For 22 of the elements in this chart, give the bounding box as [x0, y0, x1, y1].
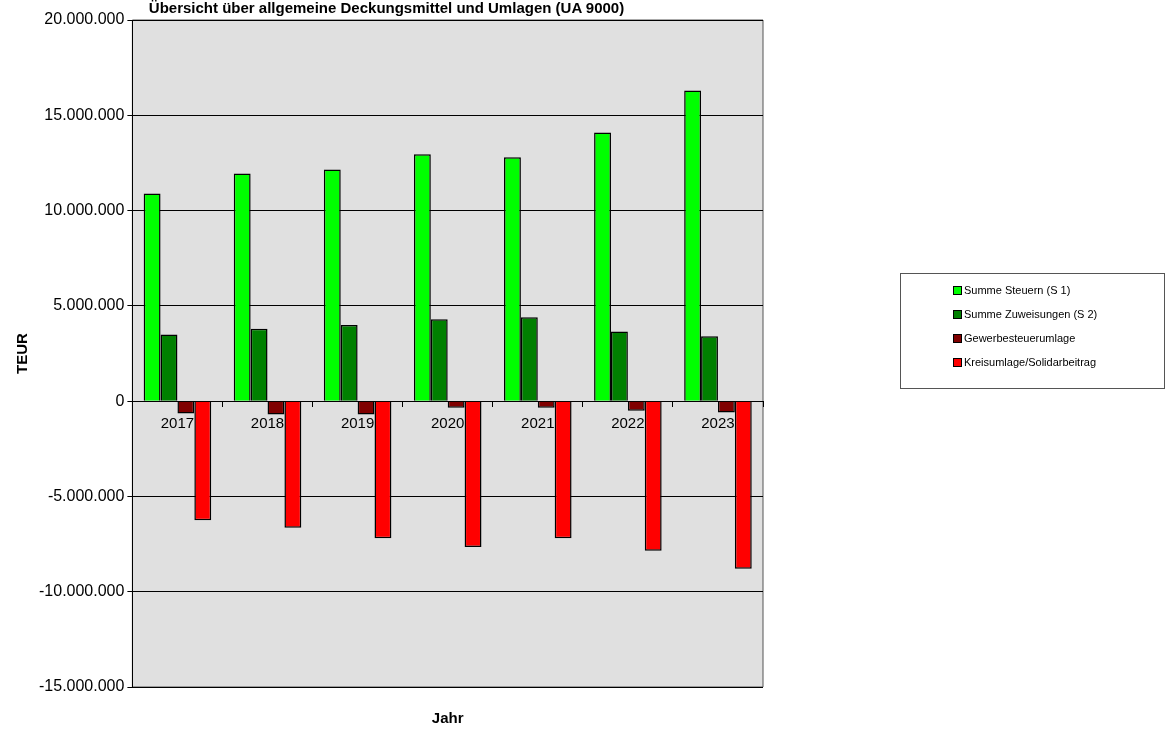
x-axis-title: Jahr	[431, 709, 464, 726]
legend-label: Gewerbesteuerumlage	[964, 332, 1076, 344]
x-tick-label: 2019	[340, 414, 375, 432]
x-tick-label: 2018	[250, 414, 285, 432]
y-tick-label: 20.000.000	[44, 10, 125, 28]
y-tick-label: 10.000.000	[44, 200, 125, 218]
x-tick-label: 2017	[160, 414, 195, 432]
x-tick-label: 2020	[431, 414, 465, 432]
y-tick-label: -15.000.000	[39, 677, 125, 695]
x-tick-label: 2021	[521, 414, 555, 432]
y-tick-label: 15.000.000	[44, 105, 125, 123]
legend-label: Kreisumlage/Solidarbeitrag	[964, 356, 1097, 368]
y-tick-label: 0	[115, 391, 125, 409]
y-tick-label: -10.000.000	[39, 582, 125, 600]
legend-label: Summe Zuweisungen (S 2)	[964, 308, 1098, 320]
y-axis-title: TEUR	[13, 332, 31, 374]
legend-label: Summe Steuern (S 1)	[964, 284, 1071, 296]
x-tick-label: 2022	[611, 414, 645, 432]
y-tick-label: -5.000.000	[47, 486, 125, 504]
x-tick-label: 2023	[701, 414, 735, 432]
chart-title: Übersicht über allgemeine Deckungsmittel und Umlagen (UA 9000)	[148, 0, 625, 17]
y-tick-label: 5.000.000	[53, 296, 125, 314]
